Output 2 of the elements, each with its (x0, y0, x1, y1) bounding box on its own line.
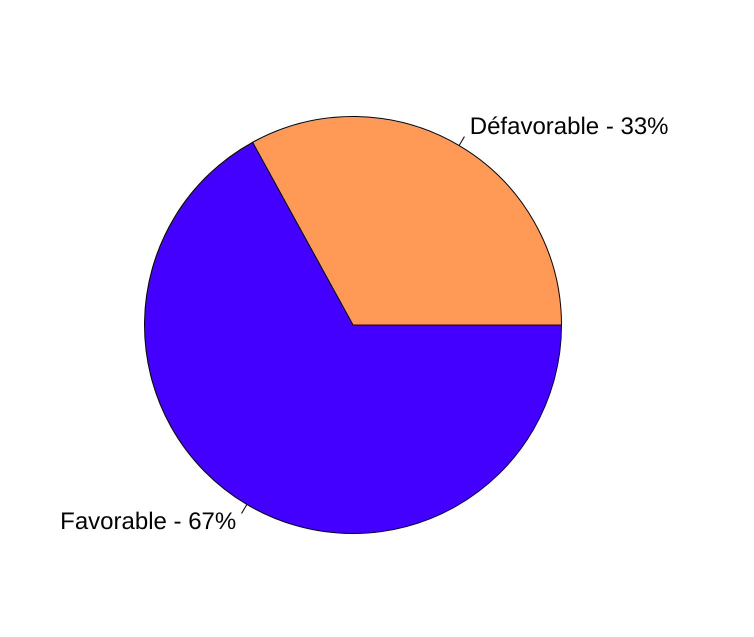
slice-label: Défavorable - 33% (470, 113, 669, 140)
slice-label: Favorable - 67% (60, 508, 236, 536)
